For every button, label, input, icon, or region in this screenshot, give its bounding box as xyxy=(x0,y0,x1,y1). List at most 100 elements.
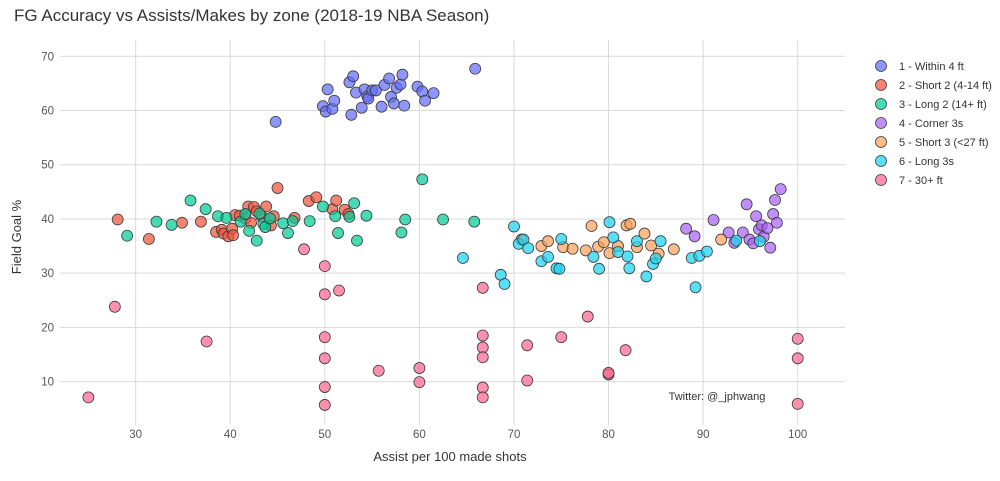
data-point[interactable] xyxy=(372,364,385,377)
data-point[interactable] xyxy=(369,84,382,97)
data-point[interactable] xyxy=(553,262,566,275)
legend-item[interactable]: 7 - 30+ ft xyxy=(875,174,943,188)
data-point[interactable] xyxy=(220,211,233,224)
data-point[interactable] xyxy=(253,207,266,220)
data-point[interactable] xyxy=(195,215,207,228)
data-point[interactable] xyxy=(318,399,331,411)
data-point[interactable] xyxy=(394,78,407,91)
data-point[interactable] xyxy=(437,213,449,226)
data-point[interactable] xyxy=(111,213,124,226)
data-point[interactable] xyxy=(701,245,713,258)
data-point[interactable] xyxy=(740,198,753,211)
data-point[interactable] xyxy=(566,242,579,255)
data-point[interactable] xyxy=(427,87,440,100)
data-point[interactable] xyxy=(521,339,534,352)
data-point[interactable] xyxy=(753,235,766,248)
legend-item[interactable]: 1 - Within 4 ft xyxy=(875,60,964,74)
data-point[interactable] xyxy=(680,222,693,235)
data-point[interactable] xyxy=(416,173,429,186)
data-point[interactable] xyxy=(542,235,554,248)
data-point[interactable] xyxy=(82,391,95,404)
data-point[interactable] xyxy=(282,227,294,239)
data-point[interactable] xyxy=(555,233,568,245)
data-point[interactable] xyxy=(593,262,605,275)
data-point[interactable] xyxy=(476,329,489,342)
data-point[interactable] xyxy=(310,191,323,204)
data-point[interactable] xyxy=(791,352,804,365)
data-point[interactable] xyxy=(771,216,783,229)
legend-item[interactable]: 2 - Short 2 (4-14 ft) xyxy=(875,79,992,93)
data-point[interactable] xyxy=(199,203,212,216)
data-point[interactable] xyxy=(303,215,316,228)
data-point[interactable] xyxy=(345,108,358,121)
data-point[interactable] xyxy=(722,226,735,239)
data-point[interactable] xyxy=(143,233,155,245)
data-point[interactable] xyxy=(398,99,411,112)
data-point[interactable] xyxy=(108,300,121,313)
data-point[interactable] xyxy=(730,234,743,247)
data-point[interactable] xyxy=(476,281,489,294)
data-point[interactable] xyxy=(707,214,720,226)
data-point[interactable] xyxy=(607,231,620,244)
data-point[interactable] xyxy=(184,194,197,207)
data-point[interactable] xyxy=(121,229,134,242)
legend-item[interactable]: 4 - Corner 3s xyxy=(875,117,964,131)
data-point[interactable] xyxy=(317,200,329,213)
data-point[interactable] xyxy=(542,251,554,263)
data-point[interactable] xyxy=(555,331,568,344)
data-point[interactable] xyxy=(621,250,634,263)
data-point[interactable] xyxy=(387,97,400,110)
data-point[interactable] xyxy=(355,101,368,114)
data-point[interactable] xyxy=(649,252,662,265)
data-point[interactable] xyxy=(623,262,636,275)
data-point[interactable] xyxy=(579,244,592,257)
data-point[interactable] xyxy=(348,197,361,210)
data-point[interactable] xyxy=(597,236,610,249)
data-point[interactable] xyxy=(227,229,239,242)
data-point[interactable] xyxy=(321,83,334,96)
data-point[interactable] xyxy=(239,208,252,220)
data-point[interactable] xyxy=(640,270,653,283)
data-point[interactable] xyxy=(631,235,643,248)
data-point[interactable] xyxy=(399,213,412,226)
data-point[interactable] xyxy=(264,212,276,225)
data-point[interactable] xyxy=(332,227,344,239)
data-point[interactable] xyxy=(383,72,396,85)
data-point[interactable] xyxy=(328,94,341,107)
data-point[interactable] xyxy=(330,194,343,207)
data-point[interactable] xyxy=(318,352,331,365)
data-point[interactable] xyxy=(333,284,345,297)
data-point[interactable] xyxy=(638,227,651,240)
data-point[interactable] xyxy=(761,222,774,235)
data-point[interactable] xyxy=(498,278,511,290)
data-point[interactable] xyxy=(476,381,489,394)
data-point[interactable] xyxy=(271,182,284,194)
data-point[interactable] xyxy=(654,235,667,248)
data-point[interactable] xyxy=(318,381,331,393)
data-point[interactable] xyxy=(165,219,178,231)
data-point[interactable] xyxy=(587,251,600,263)
data-point[interactable] xyxy=(764,241,777,254)
data-point[interactable] xyxy=(318,331,331,344)
data-point[interactable] xyxy=(521,374,534,387)
data-point[interactable] xyxy=(750,210,762,223)
legend-item[interactable]: 5 - Short 3 (<27 ft) xyxy=(875,136,989,150)
data-point[interactable] xyxy=(715,233,728,246)
data-point[interactable] xyxy=(791,332,804,345)
data-point[interactable] xyxy=(585,220,598,232)
data-point[interactable] xyxy=(688,230,701,243)
data-point[interactable] xyxy=(329,210,342,223)
data-point[interactable] xyxy=(200,335,213,348)
data-point[interactable] xyxy=(603,216,616,229)
data-point[interactable] xyxy=(508,220,520,233)
data-point[interactable] xyxy=(318,260,331,273)
data-point[interactable] xyxy=(667,243,680,256)
data-point[interactable] xyxy=(347,70,360,83)
data-point[interactable] xyxy=(343,210,356,223)
data-point[interactable] xyxy=(413,362,426,374)
data-point[interactable] xyxy=(298,243,310,256)
data-point[interactable] xyxy=(318,288,331,301)
data-point[interactable] xyxy=(581,310,594,323)
data-point[interactable] xyxy=(269,115,282,128)
data-point[interactable] xyxy=(396,68,409,81)
